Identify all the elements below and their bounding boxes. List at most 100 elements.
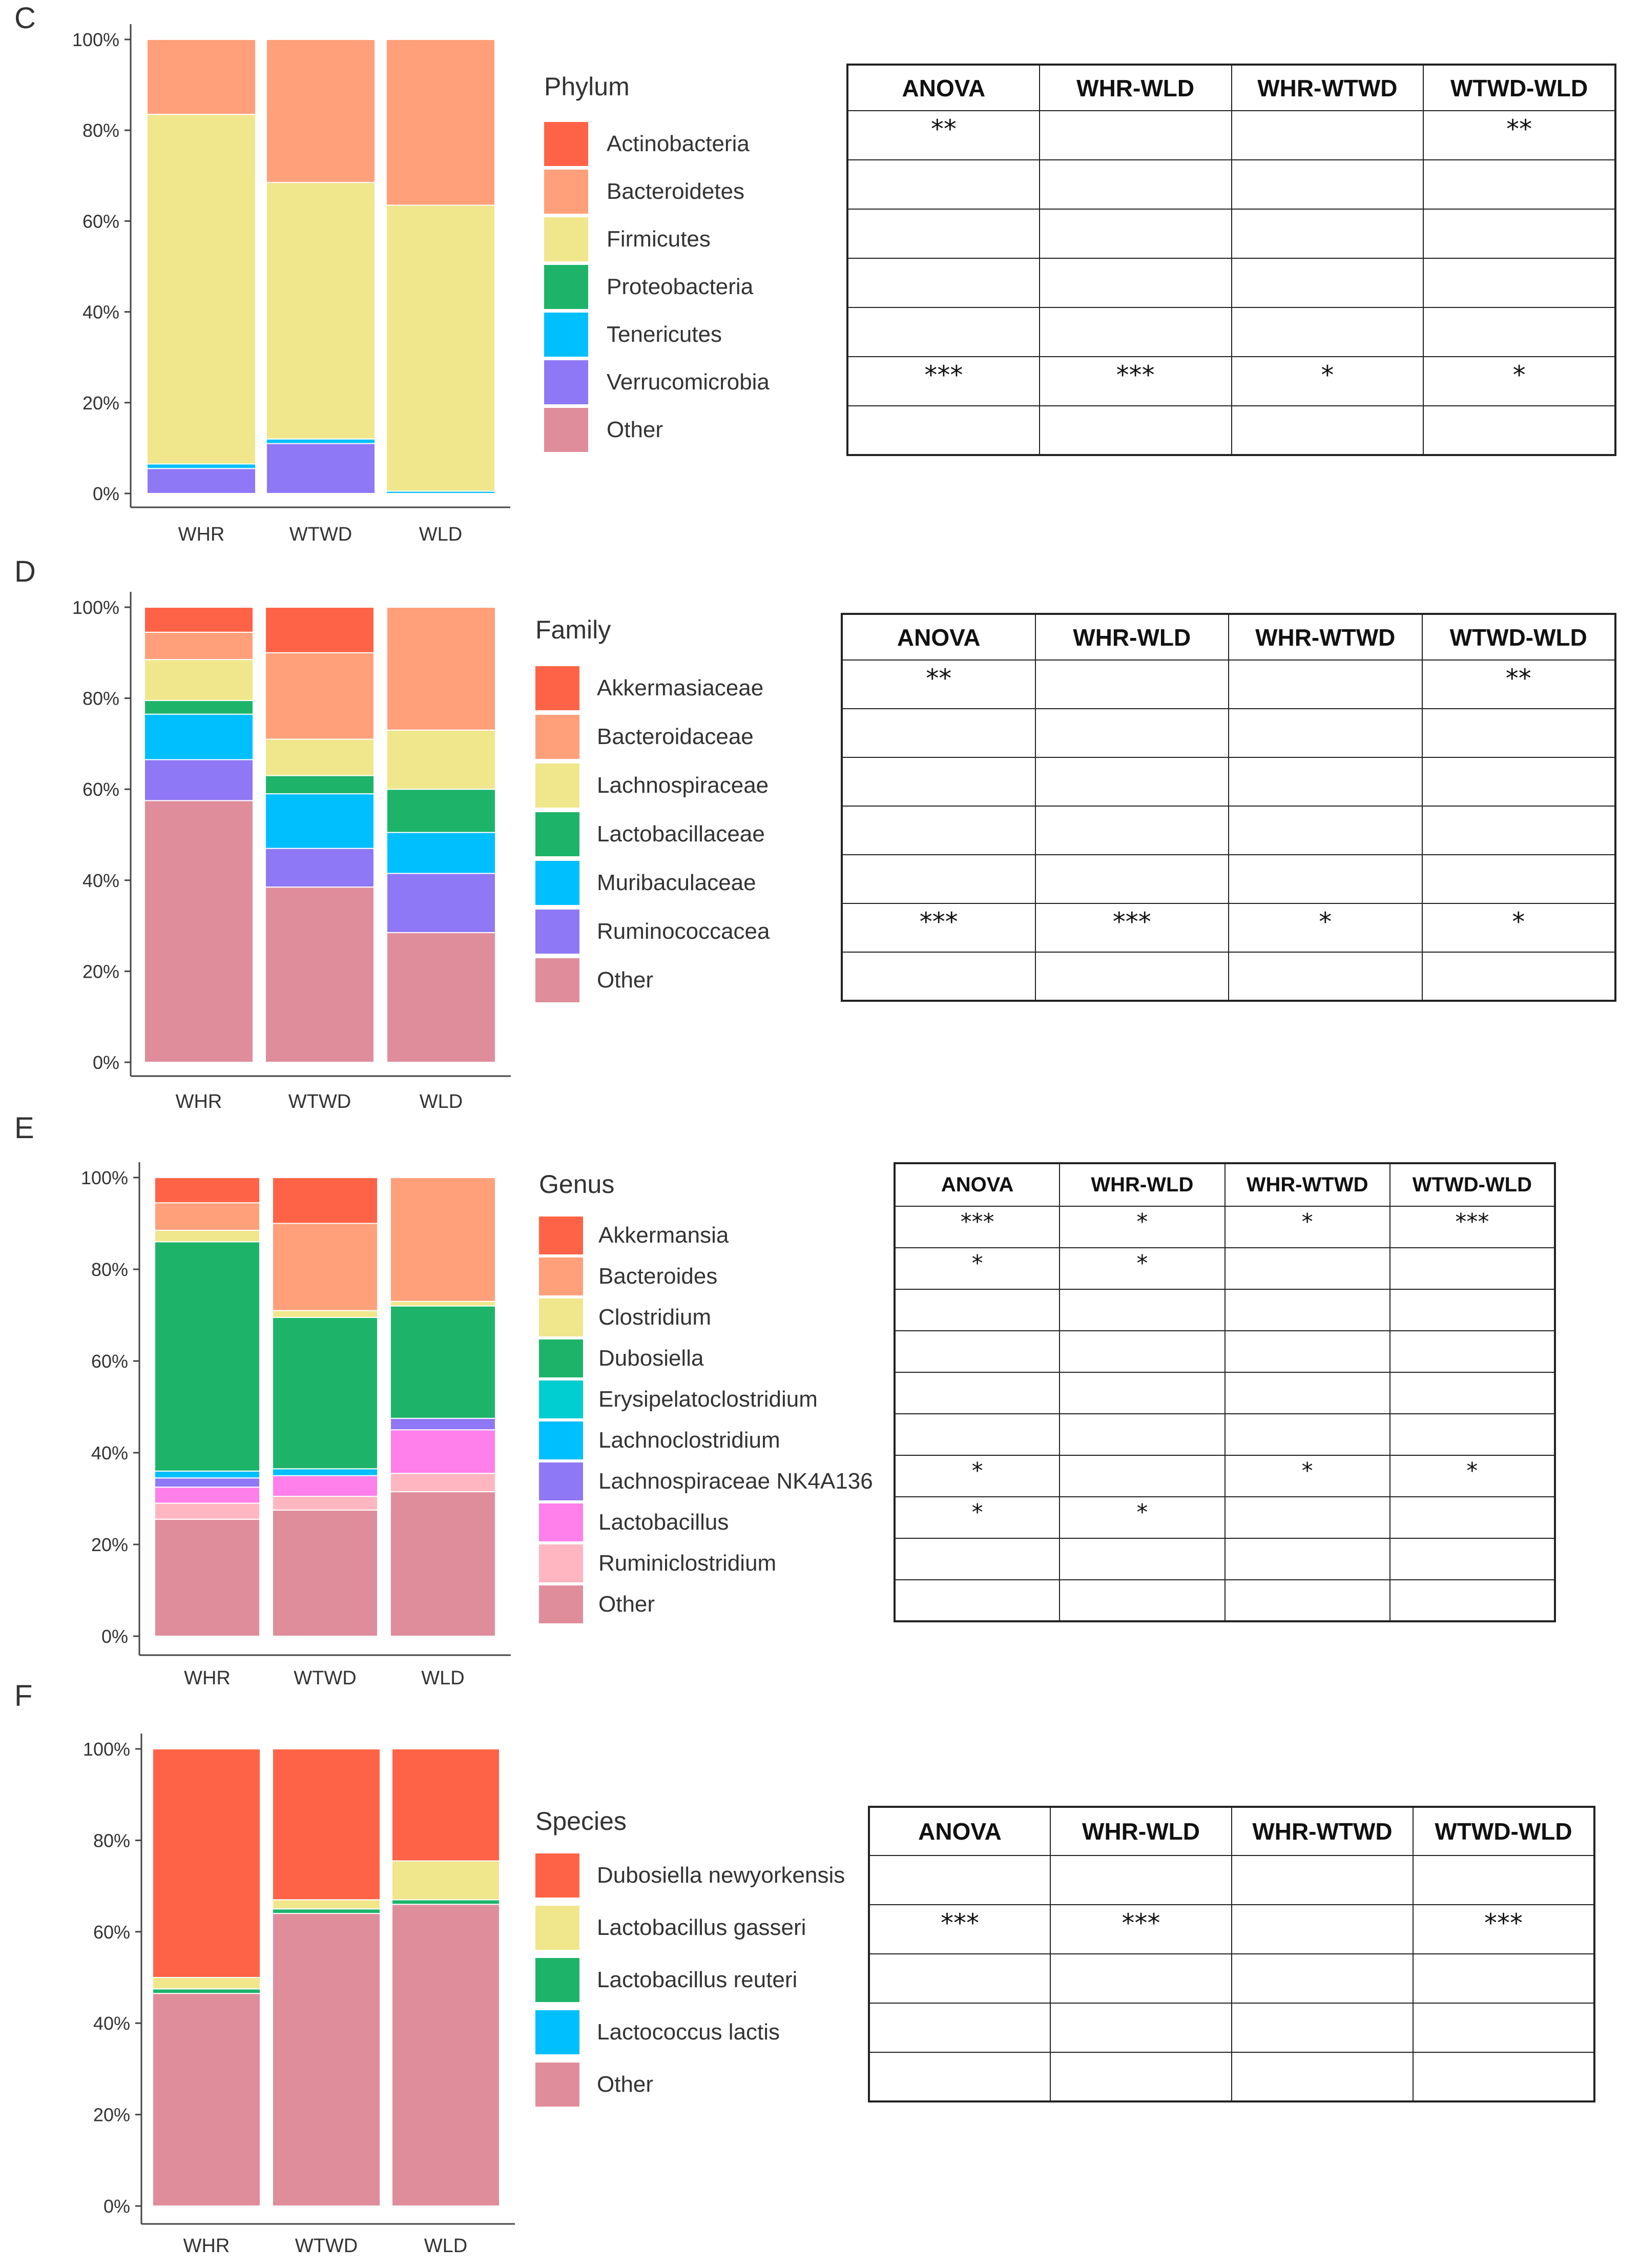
bar-segment <box>272 1496 378 1511</box>
table-cell <box>1389 1247 1556 1290</box>
panel-letter: C <box>14 2 36 35</box>
bar-segment <box>272 1223 378 1311</box>
x-tick-label: WHR <box>178 524 225 545</box>
table-cell <box>1389 1496 1556 1539</box>
table-header-cell: WHR-WLD <box>1059 1163 1226 1207</box>
table-cell <box>1059 1289 1226 1331</box>
legend-label: Muribaculaceae <box>597 870 756 895</box>
legend-item: Dubosiella newyorkensis <box>535 1853 845 1898</box>
table-cell <box>1039 405 1232 456</box>
table-cell <box>1034 952 1229 1001</box>
table-cell <box>841 952 1036 1001</box>
table-cell <box>894 1538 1061 1580</box>
y-tick-label: 80% <box>93 1830 130 1851</box>
bar-segment <box>144 607 254 633</box>
x-tick-label: WTWD <box>295 2235 358 2257</box>
legend-item: Bacteroides <box>539 1257 846 1302</box>
y-tick-label: 60% <box>91 1351 128 1372</box>
table-row <box>847 307 1616 357</box>
y-tick-label: 40% <box>93 2013 130 2034</box>
table-cell <box>1231 2003 1414 2053</box>
legend-item: Bacteroidetes <box>544 170 852 214</box>
legend-item: Bacteroidaceae <box>535 715 843 759</box>
table-cell <box>1059 1330 1226 1373</box>
legend-swatch <box>535 861 579 905</box>
y-tick-label: 60% <box>93 1922 130 1943</box>
table-header-cell: WTWD-WLD <box>1389 1163 1556 1207</box>
legend-item: Lactobacillus gasseri <box>535 1906 843 1950</box>
table-cell <box>1389 1413 1556 1456</box>
y-tick-label: 80% <box>82 120 119 141</box>
y-tick-label: 40% <box>82 302 119 323</box>
bar-segment <box>386 789 496 833</box>
table-cell <box>1224 1372 1390 1414</box>
legend-label: Tenericutes <box>607 322 722 347</box>
legend-swatch <box>539 1298 583 1336</box>
panel-letter: E <box>14 1111 34 1145</box>
legend-phylum: Phylum Actinobacteria Bacteroidetes Firmic… <box>544 72 831 461</box>
bar-segment <box>152 1988 261 1994</box>
legend-swatch <box>535 1958 579 2002</box>
legend-item: Other <box>539 1585 846 1630</box>
legend-label: Akkermansia <box>598 1223 729 1248</box>
legend-swatch <box>535 666 579 710</box>
table-cell <box>847 258 1040 308</box>
bar-segment <box>386 729 496 790</box>
bar-segment <box>265 738 375 776</box>
table-cell <box>1421 708 1616 758</box>
table-cell <box>1228 952 1423 1001</box>
y-tick-label: 20% <box>82 961 119 982</box>
table-cell: * <box>1423 356 1616 406</box>
y-tick-label: 0% <box>93 483 119 504</box>
table-cell <box>1413 2052 1595 2102</box>
panel-letter: F <box>14 1679 33 1713</box>
bar-segment <box>390 1429 496 1474</box>
table-header-cell: ANOVA <box>894 1163 1061 1207</box>
table-cell <box>1231 1953 1414 2004</box>
bar-segment <box>154 1177 260 1204</box>
table-row: ** ** <box>841 659 1616 709</box>
bar-segment <box>391 1748 500 1862</box>
legend-title: Genus <box>539 1170 615 1199</box>
table-cell <box>847 159 1040 210</box>
table-cell <box>1224 1538 1390 1580</box>
table-cell <box>1423 307 1616 357</box>
table-header-cell: ANOVA <box>841 613 1036 661</box>
table-cell: * <box>894 1496 1061 1539</box>
table-cell: * <box>1059 1206 1226 1248</box>
legend-label: Lachnospiraceae <box>597 773 769 798</box>
table-cell <box>1389 1330 1556 1373</box>
bar-segment <box>152 1748 261 1978</box>
table-header-cell: ANOVA <box>868 1806 1051 1856</box>
table-row <box>894 1289 1556 1331</box>
table-header-cell: WHR-WTWD <box>1231 1806 1414 1856</box>
table-cell: * <box>1059 1247 1226 1290</box>
legend-label: Firmicutes <box>607 226 711 252</box>
table-cell <box>1034 806 1229 855</box>
table-cell <box>894 1372 1061 1414</box>
table-cell <box>1228 708 1423 758</box>
panel-letter: D <box>14 555 36 588</box>
stacked-bar-chart-genus: 0% 20% 40% 60% 80% 100% WHR WTWD WLD <box>81 1162 511 1689</box>
x-tick-label: WHR <box>176 1091 222 1112</box>
bar-segment <box>144 700 254 715</box>
bar-segment <box>390 1305 496 1419</box>
table-cell <box>868 2052 1051 2102</box>
y-tick-label: 100% <box>83 1739 130 1760</box>
legend-swatch <box>539 1585 583 1623</box>
table-cell: *** <box>1050 1904 1232 1954</box>
table-row <box>841 952 1616 1001</box>
table-cell <box>1034 854 1229 904</box>
legend-swatch <box>535 2063 579 2107</box>
table-cell <box>1059 1579 1226 1622</box>
legend-label: Other <box>597 967 654 993</box>
x-tick-label: WHR <box>183 2235 230 2257</box>
table-cell <box>868 2003 1051 2053</box>
legend-item: Akkermasiaceae <box>535 666 843 710</box>
table-cell: *** <box>1034 903 1229 953</box>
table-cell <box>1231 405 1424 456</box>
table-cell <box>1231 159 1424 210</box>
stacked-bar-chart-phylum: 0% 20% 40% 60% 80% 100% WHR WTWD WLD <box>72 24 510 545</box>
y-tick-label: 0% <box>101 1626 128 1647</box>
table-header-cell: WTWD-WLD <box>1413 1806 1595 1856</box>
